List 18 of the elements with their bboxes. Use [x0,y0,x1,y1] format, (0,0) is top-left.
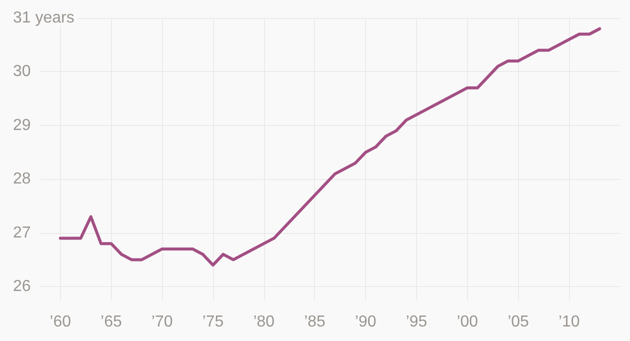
x-tick-label: ’60 [50,314,72,330]
y-tick-label: 28 [13,170,31,188]
x-tick-label: ’10 [558,314,580,330]
y-tick-label: 27 [13,224,31,242]
y-tick-label: 30 [13,63,31,80]
y-tick-label: 29 [13,116,31,134]
x-tick-label: ’05 [508,314,530,330]
x-tick-label: ’95 [406,314,428,330]
x-tick-label: ’00 [456,314,478,330]
x-tick-label: ’75 [202,314,224,330]
x-tick-label: ’80 [253,314,275,330]
x-tick-label: ’85 [304,314,326,330]
x-tick-label: ’65 [100,314,122,330]
line-series [58,27,602,267]
x-tick-label: ’90 [354,314,376,330]
y-tick-label: 26 [13,278,31,296]
y-tick-label: 31 years [13,10,74,26]
x-tick-label: ’70 [151,314,173,330]
